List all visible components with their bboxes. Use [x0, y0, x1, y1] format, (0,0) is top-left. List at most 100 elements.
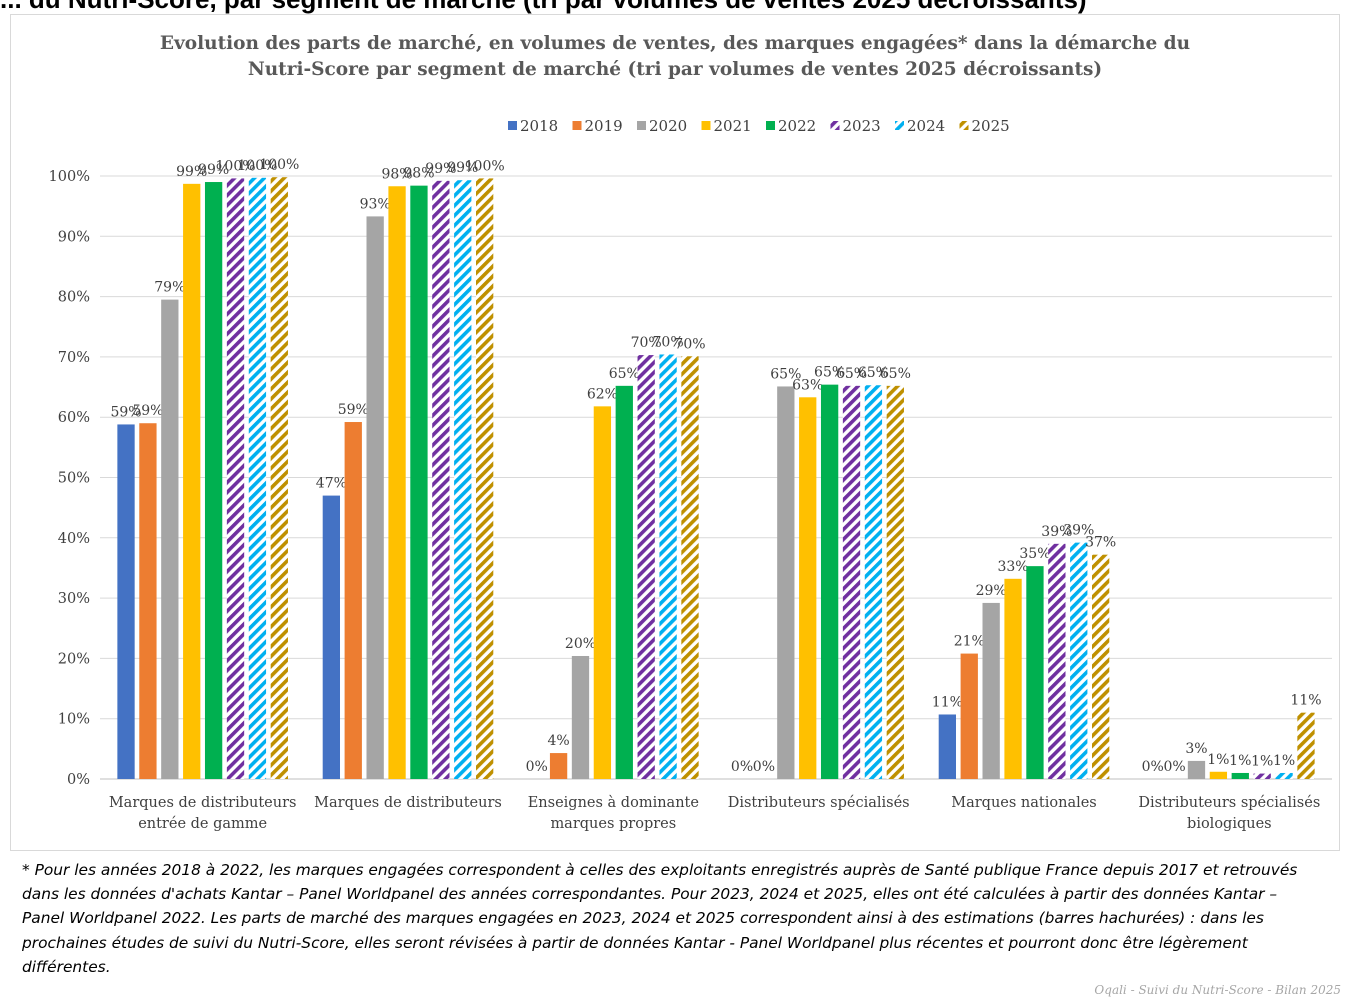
bar-2021-cat-4	[799, 397, 817, 779]
x-category-label-2: Marques de distributeurs	[314, 795, 502, 811]
y-tick-label: 50%	[58, 471, 90, 487]
x-category-label-1: Marques de distributeurs	[109, 795, 297, 811]
legend-item-2019: 2019	[572, 117, 623, 135]
bar-2018-cat-1	[117, 424, 135, 779]
bar-2020-cat-1	[161, 299, 179, 779]
data-label-2022-cat-4: 65%	[814, 365, 845, 381]
legend-swatch-2025	[959, 121, 969, 130]
x-category-label-6: biologiques	[1187, 816, 1272, 832]
data-label-2024-cat-1: 100%	[237, 158, 277, 174]
data-label-2025-cat-3: 70%	[674, 336, 705, 352]
data-label-2019-cat-1: 59%	[132, 403, 163, 419]
data-label-2025-cat-2: 100%	[465, 158, 505, 174]
data-label-2021-cat-3: 62%	[587, 386, 618, 402]
x-category-label-3: marques propres	[550, 816, 676, 832]
data-label-2022-cat-3: 65%	[609, 366, 640, 382]
data-label-2024-cat-2: 99%	[447, 160, 478, 176]
page-heading-cut: ... du Nutri-Score, par segment de march…	[0, 0, 1349, 14]
data-label-2018-cat-1: 59%	[110, 404, 141, 420]
y-tick-label: 100%	[49, 169, 90, 185]
data-label-2018-cat-2: 47%	[316, 476, 347, 492]
bar-2020-cat-5	[982, 602, 1000, 779]
bar-2022-cat-3	[615, 385, 633, 779]
source-credit: Oqali - Suivi du Nutri-Score - Bilan 202…	[1094, 983, 1341, 997]
data-label-2022-cat-1: 99%	[198, 162, 229, 178]
bar-2022-cat-5	[1026, 566, 1044, 779]
bar-2025-cat-5	[1092, 554, 1110, 779]
bar-2019-cat-3	[549, 753, 568, 779]
bar-2021-cat-1	[183, 183, 201, 780]
bar-2020-cat-4	[777, 386, 795, 779]
data-label-2023-cat-1: 100%	[216, 158, 256, 174]
legend-item-2021: 2021	[701, 117, 752, 135]
data-label-2022-cat-2: 98%	[403, 166, 434, 182]
bar-2022-cat-6	[1231, 772, 1249, 779]
chart-title-line-1: Evolution des parts de marché, en volume…	[160, 33, 1190, 54]
bar-2021-cat-6	[1209, 771, 1228, 779]
chart-frame	[10, 14, 1340, 851]
data-label-2021-cat-6: 1%	[1207, 752, 1229, 768]
data-label-2020-cat-3: 20%	[565, 636, 596, 652]
x-category-label-5: Marques nationales	[951, 795, 1097, 811]
data-label-2023-cat-5: 39%	[1041, 524, 1072, 540]
x-category-label-6: Distributeurs spécialisés	[1138, 795, 1320, 811]
y-tick-label: 40%	[58, 531, 90, 547]
y-tick-label: 0%	[67, 772, 90, 788]
data-label-2024-cat-3: 70%	[653, 334, 684, 350]
data-label-2021-cat-2: 98%	[381, 166, 412, 182]
legend-item-2022: 2022	[766, 117, 816, 135]
legend-label-2020: 2020	[649, 117, 687, 135]
legend-item-2018: 2018	[508, 117, 558, 135]
legend-item-2025: 2025	[959, 117, 1010, 135]
footnote: * Pour les années 2018 à 2022, les marqu…	[22, 858, 1322, 979]
data-label-2024-cat-6: 1%	[1273, 753, 1295, 769]
footnote-part-3: . Les parts de marché des marques engagé…	[22, 909, 1264, 976]
legend-label-2019: 2019	[585, 117, 623, 135]
data-label-2019-cat-5: 21%	[954, 634, 985, 650]
x-category-label-4: Distributeurs spécialisés	[728, 795, 910, 811]
bar-2022-cat-1	[204, 182, 223, 779]
legend-swatch-2019	[572, 121, 582, 130]
data-label-2018-cat-6: 0%	[1142, 759, 1164, 775]
bar-2022-cat-4	[820, 384, 839, 779]
footnote-part-2: données Kantar – Panel Worldpanel 2022	[22, 885, 1278, 928]
data-label-2021-cat-5: 33%	[997, 559, 1028, 575]
bar-2024-cat-1	[248, 177, 267, 779]
bar-2020-cat-3	[571, 655, 590, 779]
legend-label-2024: 2024	[907, 117, 945, 135]
chart-title-line-2: Nutri-Score par segment de marché (tri p…	[248, 59, 1102, 80]
bar-2019-cat-5	[960, 653, 978, 779]
legend-label-2025: 2025	[972, 117, 1010, 135]
bar-2024-cat-6	[1275, 772, 1293, 779]
bar-2024-cat-2	[454, 180, 472, 779]
legend-label-2021: 2021	[714, 117, 752, 135]
data-label-2020-cat-1: 79%	[154, 280, 185, 296]
data-label-2021-cat-1: 99%	[176, 164, 207, 180]
data-label-2023-cat-3: 70%	[631, 335, 662, 351]
bar-2021-cat-2	[388, 186, 406, 780]
legend-swatch-2020	[637, 121, 646, 130]
bar-2023-cat-5	[1048, 543, 1066, 779]
y-tick-label: 10%	[58, 712, 90, 728]
bar-2025-cat-3	[681, 356, 699, 779]
data-label-2021-cat-4: 63%	[792, 377, 823, 393]
bar-2019-cat-2	[344, 422, 362, 779]
data-label-2019-cat-3: 4%	[547, 733, 569, 749]
bar-2021-cat-3	[593, 406, 612, 779]
data-label-2019-cat-6: 0%	[1163, 759, 1185, 775]
data-label-2018-cat-4: 0%	[731, 759, 753, 775]
bar-2020-cat-2	[366, 216, 384, 779]
bar-2023-cat-2	[432, 180, 450, 780]
data-label-2020-cat-4: 65%	[770, 366, 801, 382]
data-label-2019-cat-2: 59%	[338, 402, 369, 418]
data-label-2022-cat-6: 1%	[1229, 753, 1251, 769]
bar-2018-cat-2	[322, 495, 340, 779]
bar-2025-cat-2	[476, 178, 494, 780]
data-label-2023-cat-6: 1%	[1251, 754, 1273, 770]
x-category-label-1: entrée de gamme	[138, 816, 267, 832]
legend-swatch-2023	[830, 121, 840, 130]
data-label-2020-cat-6: 3%	[1185, 741, 1207, 757]
bar-2023-cat-3	[637, 355, 655, 779]
data-label-2025-cat-1: 100%	[259, 157, 299, 173]
bar-2021-cat-5	[1004, 578, 1022, 779]
